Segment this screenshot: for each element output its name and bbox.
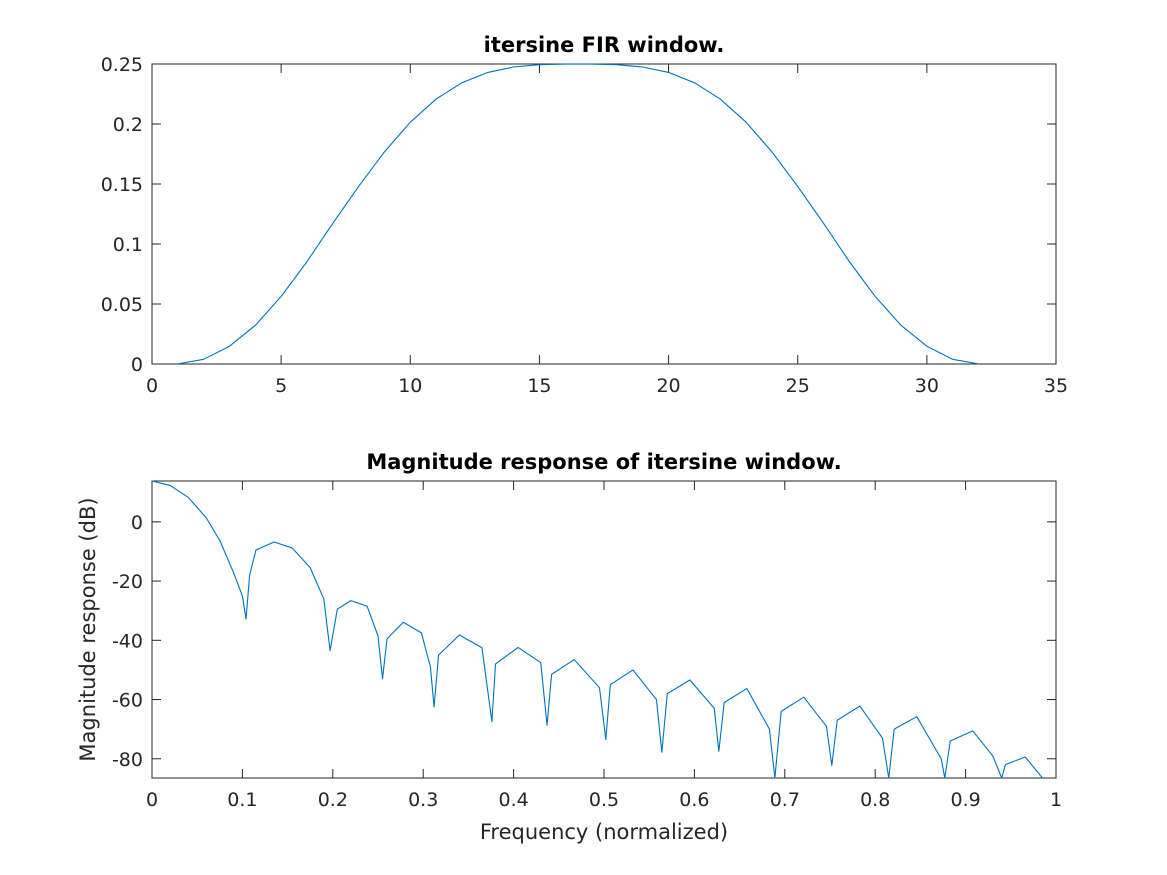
window-plot: 0 5 10 15 20 25 30 35 0 0.05 0.1 0.15 0.2 0.25 iters…: [101, 33, 1068, 397]
magnitude-x-tick-label: 0.3: [408, 789, 438, 811]
magnitude-x-tick-label: 0.9: [950, 789, 980, 811]
window-x-tick-label: 35: [1044, 375, 1068, 397]
window-plot-title: itersine FIR window.: [484, 33, 725, 57]
magnitude-y-ticks: -80 -60 -40 -20 0: [112, 512, 1056, 771]
magnitude-x-axis-label: Frequency (normalized): [480, 820, 728, 844]
magnitude-x-tick-label: 1: [1050, 789, 1062, 811]
window-y-tick-label: 0.15: [101, 174, 143, 196]
window-x-tick-label: 15: [527, 375, 551, 397]
magnitude-y-tick-label: 0: [131, 512, 143, 534]
magnitude-y-axis-label: Magnitude response (dB): [76, 497, 100, 761]
magnitude-x-tick-label: 0.6: [679, 789, 709, 811]
window-y-tick-label: 0.1: [113, 234, 143, 256]
magnitude-y-tick-label: -80: [112, 749, 143, 771]
magnitude-y-tick-label: -40: [112, 630, 143, 652]
window-plot-area: [151, 63, 1057, 365]
window-x-tick-label: 0: [146, 375, 158, 397]
window-y-tick-label: 0: [131, 354, 143, 376]
window-y-tick-label: 0.25: [101, 54, 143, 76]
window-x-tick-label: 5: [275, 375, 287, 397]
magnitude-plot-area: [151, 480, 1057, 779]
magnitude-x-tick-label: 0.8: [860, 789, 890, 811]
magnitude-x-tick-label: 0.4: [498, 789, 528, 811]
magnitude-x-ticks: 0 0.1 0.2 0.3 0.4 0.5 0.6 0.7 0.8 0.9 1: [146, 481, 1062, 811]
magnitude-x-tick-label: 0: [146, 789, 158, 811]
magnitude-series-line: [151, 480, 1043, 779]
window-y-tick-label: 0.2: [113, 114, 143, 136]
window-series-line: [177, 63, 979, 365]
window-y-tick-label: 0.05: [101, 294, 143, 316]
window-x-tick-label: 20: [656, 375, 680, 397]
window-x-tick-label: 30: [915, 375, 939, 397]
window-y-ticks: 0 0.05 0.1 0.15 0.2 0.25: [101, 54, 1056, 376]
magnitude-x-tick-label: 0.5: [589, 789, 619, 811]
magnitude-y-tick-label: -60: [112, 690, 143, 712]
magnitude-x-tick-label: 0.7: [770, 789, 800, 811]
magnitude-x-tick-label: 0.1: [227, 789, 257, 811]
window-x-tick-label: 25: [786, 375, 810, 397]
window-x-ticks: 0 5 10 15 20 25 30 35: [146, 64, 1068, 397]
window-x-tick-label: 10: [398, 375, 422, 397]
magnitude-x-tick-label: 0.2: [318, 789, 348, 811]
magnitude-y-tick-label: -20: [112, 571, 143, 593]
magnitude-plot: 0 0.1 0.2 0.3 0.4 0.5 0.6 0.7 0.8 0.9 1 -80-60-40-…: [76, 450, 1062, 844]
magnitude-plot-title: Magnitude response of itersine window.: [366, 450, 841, 474]
